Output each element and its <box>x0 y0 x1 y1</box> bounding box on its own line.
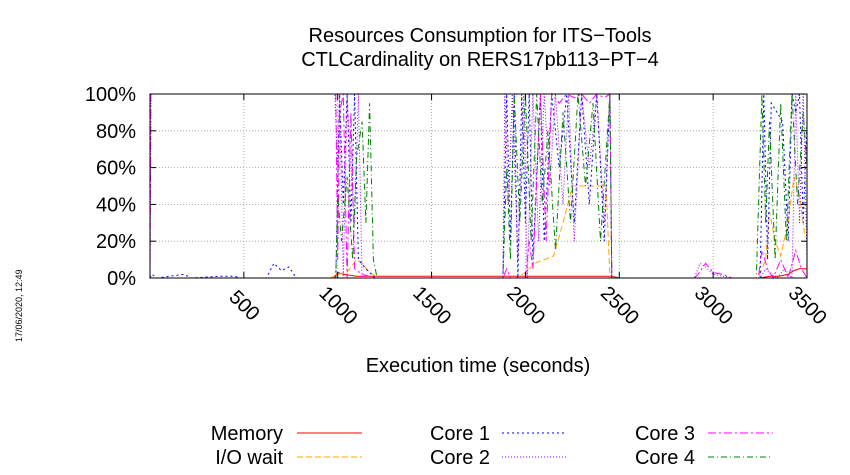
axis-ticks: 0% 20% 40% 60% 80% 100% 500 1000 1500 2000 2500 300… <box>85 84 831 329</box>
legend-label: Core 1 <box>430 423 490 445</box>
plot-series <box>149 92 808 280</box>
chart-subtitle: CTLCardinality on RERS17pb113−PT−4 <box>301 49 659 71</box>
x-tick-label: 2000 <box>502 282 549 329</box>
series-line-core-2 <box>149 93 808 280</box>
timestamp-label: 17/06/2020, 12:49 <box>14 269 24 342</box>
y-tick-label: 60% <box>96 158 136 180</box>
legend-label: Core 3 <box>635 423 695 445</box>
x-tick-label: 3500 <box>784 282 831 329</box>
series-line-core-3 <box>149 92 808 280</box>
series-line-core-4 <box>150 93 808 279</box>
legend-label: Memory <box>211 423 283 445</box>
x-tick-label: 1500 <box>408 282 455 329</box>
plot-frame <box>149 93 808 279</box>
legend-label: I/O wait <box>215 447 283 469</box>
chart-title: Resources Consumption for ITS−Tools <box>309 25 652 47</box>
x-tick-label: 2500 <box>596 282 643 329</box>
y-tick-label: 20% <box>96 231 136 253</box>
x-tick-label: 3000 <box>690 282 737 329</box>
series-line-memory <box>150 268 807 279</box>
x-tick-label: 500 <box>225 286 264 325</box>
series-line-i-o-wait <box>150 176 806 279</box>
x-tick-label: 1000 <box>314 282 361 329</box>
x-axis-label: Execution time (seconds) <box>366 355 591 377</box>
y-tick-label: 100% <box>85 84 136 106</box>
legend-label: Core 4 <box>635 447 695 469</box>
grid-lines <box>150 94 807 278</box>
y-tick-label: 40% <box>96 194 136 216</box>
series-line-core-1 <box>149 93 808 279</box>
y-tick-label: 0% <box>107 268 136 290</box>
legend-label: Core 2 <box>430 447 490 469</box>
y-tick-label: 80% <box>96 121 136 143</box>
